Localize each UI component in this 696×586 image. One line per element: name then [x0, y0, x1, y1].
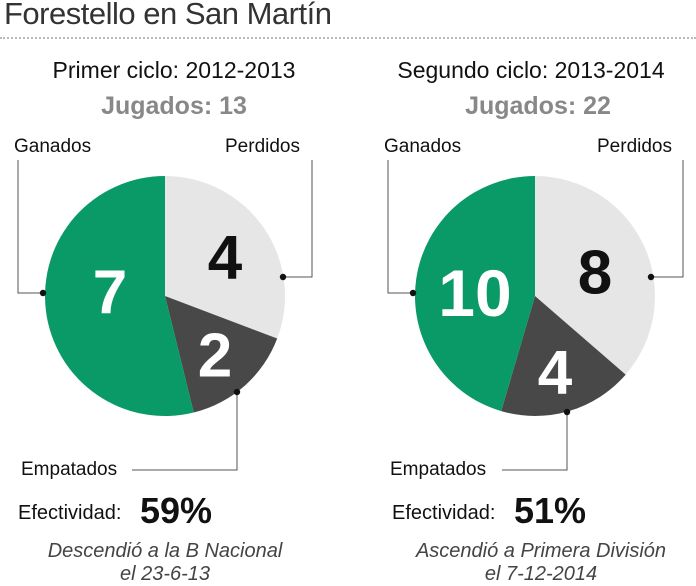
chart-2-value-empatados: 4	[538, 339, 573, 408]
chart-1-note-line-1: Descendió a la B Nacional	[47, 540, 283, 562]
chart-2-leader-ganados	[387, 160, 413, 294]
chart-2-subtitle: Jugados: 22	[465, 92, 611, 120]
chart-2-note-line-1: Ascendió a Primera División	[415, 540, 667, 562]
chart-2-efectividad-label: Efectividad:	[392, 502, 496, 524]
chart-2-slice-perdidos	[535, 176, 656, 375]
chart-1-title: Primer ciclo: 2012-2013	[52, 57, 296, 83]
chart-1-leader-ganados	[17, 160, 43, 294]
chart-1-slice-ganados	[45, 176, 194, 416]
chart-1-leader-perdidos	[283, 160, 313, 278]
chart-2-label-ganados: Ganados	[384, 136, 462, 157]
chart-1-leader-dot	[233, 388, 241, 396]
chart-1-value-empatados: 2	[198, 322, 232, 391]
chart-1-note: Descendió a la B Nacional el 23-6-13	[0, 540, 339, 586]
chart-2-note: Ascendió a Primera División el 7-12-2014	[367, 540, 696, 586]
chart-1-slice-empatados	[165, 296, 278, 413]
chart-2-value-ganados: 10	[438, 256, 511, 330]
chart-1-label-empatados: Empatados	[21, 459, 118, 480]
chart-2-value-perdidos: 8	[578, 239, 612, 308]
chart-2-label-empatados: Empatados	[390, 459, 487, 480]
chart-1-value-perdidos: 4	[208, 224, 243, 293]
chart-2-slice-ganados	[414, 176, 535, 412]
chart-1-value-ganados: 7	[93, 259, 127, 328]
chart-1-leader-empatados	[132, 392, 238, 471]
chart-1-efectividad-value: 59%	[140, 490, 213, 531]
chart-1-subtitle: Jugados: 13	[101, 92, 247, 120]
chart-2-leader-dot	[563, 408, 571, 416]
chart-2-leader-perdidos	[651, 160, 684, 278]
chart-2-leader-empatados	[502, 412, 568, 471]
chart-2-leader-dot	[409, 289, 417, 297]
chart-2-leader-dot	[647, 273, 655, 281]
chart-1-label-perdidos: Perdidos	[225, 136, 300, 157]
chart-1-leader-dot	[39, 289, 47, 297]
chart-1-label-ganados: Ganados	[14, 136, 92, 157]
chart-2-label-perdidos: Perdidos	[597, 136, 672, 157]
chart-2-note-line-2: el 7-12-2014	[484, 563, 598, 585]
chart-2-slice-empatados	[501, 296, 626, 417]
dotted-divider	[0, 37, 696, 39]
chart-1-efectividad-label: Efectividad:	[18, 502, 122, 524]
chart-1-leader-dot	[279, 273, 287, 281]
chart-2-title: Segundo ciclo: 2013-2014	[397, 57, 665, 83]
chart-1-note-line-2: el 23-6-13	[119, 563, 211, 585]
page-title: Forestello en San Martín	[4, 0, 332, 31]
chart-2-efectividad-value: 51%	[514, 490, 587, 531]
chart-1-slice-perdidos	[165, 176, 285, 339]
